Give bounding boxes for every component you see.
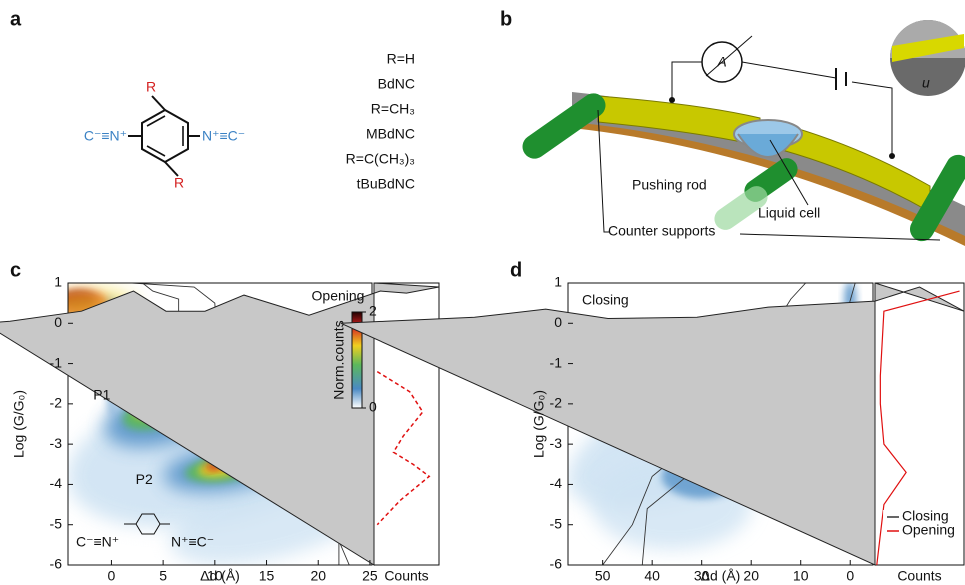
pointer bbox=[769, 139, 809, 206]
variant-list: R=H BdNC R=CH₃ MBdNC R=C(CH₃)₃ tBuBdNC bbox=[346, 51, 415, 192]
ammeter-label: A bbox=[716, 54, 726, 70]
colorbar-tick-label: 0 bbox=[369, 399, 377, 415]
colorbar-label: Norm.counts bbox=[331, 320, 347, 399]
molecule: R R C⁻≡N⁺ N⁺≡C⁻ bbox=[84, 79, 245, 191]
y-tick-label: -2 bbox=[550, 395, 563, 411]
liquid-cell-body bbox=[737, 133, 799, 158]
legend-label: Closing bbox=[902, 508, 949, 524]
x-tick-label: 40 bbox=[644, 568, 660, 584]
y-tick-label: -6 bbox=[550, 556, 563, 572]
contact bbox=[889, 153, 895, 159]
isocyanide-group: N⁺≡C⁻ bbox=[202, 128, 245, 144]
benzene-ring bbox=[141, 108, 189, 164]
molecule-label: C⁻≡N⁺ bbox=[76, 534, 119, 550]
variant-label: R=C(CH₃)₃ bbox=[346, 151, 415, 167]
panel-label: d bbox=[510, 259, 522, 281]
variant-label: BdNC bbox=[378, 76, 415, 92]
panel-label: a bbox=[10, 8, 22, 30]
count-profile bbox=[340, 282, 965, 566]
molecule-label: N⁺≡C⁻ bbox=[171, 534, 214, 550]
wire bbox=[851, 81, 893, 155]
y-tick-label: 0 bbox=[54, 314, 62, 330]
bond bbox=[146, 145, 166, 157]
variant-label: MBdNC bbox=[366, 126, 415, 142]
bond bbox=[164, 161, 179, 177]
x-tick-label: 30 bbox=[694, 568, 710, 584]
panel-label: c bbox=[10, 259, 21, 281]
legend-label: Opening bbox=[902, 522, 955, 538]
colorbar bbox=[351, 311, 363, 409]
variant-label: R=CH₃ bbox=[371, 101, 415, 117]
pointer bbox=[739, 233, 941, 241]
callout: Liquid cell bbox=[758, 205, 820, 221]
x-tick-label: 20 bbox=[743, 568, 759, 584]
bond bbox=[146, 115, 166, 127]
callout: Counter supports bbox=[608, 223, 715, 239]
y-tick-label: -4 bbox=[550, 475, 563, 491]
legend-box bbox=[883, 510, 960, 540]
ammeter-arrow bbox=[705, 35, 753, 77]
gaussian-fit bbox=[376, 370, 431, 526]
x-tick-label: 25 bbox=[362, 568, 378, 584]
annotation: Closing bbox=[582, 292, 629, 308]
y-tick-label: -3 bbox=[550, 435, 563, 451]
x-tick-label: 0 bbox=[846, 568, 854, 584]
side-axis-label: Counts bbox=[384, 568, 428, 584]
y-tick-label: -1 bbox=[550, 354, 563, 370]
wire bbox=[671, 61, 702, 100]
y-tick-label: -4 bbox=[50, 475, 63, 491]
y-tick-label: -5 bbox=[50, 515, 63, 531]
support-rod bbox=[522, 93, 606, 159]
side-axis-label: Counts bbox=[897, 568, 941, 584]
y-tick-label: -5 bbox=[550, 515, 563, 531]
x-tick-label: 5 bbox=[159, 568, 167, 584]
substituent: R bbox=[174, 175, 184, 191]
variant-label: R=H bbox=[387, 51, 415, 67]
x-tick-label: 15 bbox=[259, 568, 275, 584]
y-axis-label: Log (G/G₀) bbox=[11, 390, 27, 458]
opening-profile bbox=[876, 290, 960, 566]
y-tick-label: -6 bbox=[50, 556, 63, 572]
callout: Pushing rod bbox=[632, 177, 707, 193]
mcbj-setup: A u Pushing rod Liquid cell Counter supp… bbox=[522, 20, 965, 246]
bond bbox=[151, 95, 166, 111]
x-tick-label: 10 bbox=[793, 568, 809, 584]
pointer bbox=[597, 109, 610, 233]
isocyanide-group: C⁻≡N⁺ bbox=[84, 128, 127, 144]
variant-label: tBuBdNC bbox=[357, 176, 415, 192]
pushing-rod-shadow bbox=[714, 186, 768, 230]
substituent: R bbox=[146, 79, 156, 95]
x-axis-label: Δd (Å) bbox=[701, 568, 741, 584]
panel-label: b bbox=[500, 8, 512, 30]
colorbar-title: Opening bbox=[312, 288, 365, 304]
inset-gold bbox=[892, 34, 964, 62]
count-profile bbox=[0, 282, 440, 566]
y-axis-label: Log (G/G₀) bbox=[531, 390, 547, 458]
y-tick-label: 0 bbox=[554, 314, 562, 330]
x-tick-label: 10 bbox=[207, 568, 223, 584]
contact bbox=[669, 97, 675, 103]
y-tick-label: -2 bbox=[50, 395, 63, 411]
x-tick-label: 50 bbox=[595, 568, 611, 584]
x-tick-label: 0 bbox=[108, 568, 116, 584]
annotation: P1 bbox=[93, 387, 110, 403]
support-rod bbox=[910, 154, 965, 242]
x-axis-label: Δd (Å) bbox=[200, 568, 240, 584]
y-tick-label: -1 bbox=[50, 354, 63, 370]
y-tick-label: 1 bbox=[54, 274, 62, 290]
gap-label: u bbox=[922, 75, 930, 91]
y-tick-label: -3 bbox=[50, 435, 63, 451]
y-tick-label: 1 bbox=[554, 274, 562, 290]
wire bbox=[741, 61, 837, 79]
annotation: P2 bbox=[136, 471, 153, 487]
x-tick-label: 20 bbox=[310, 568, 326, 584]
colorbar-tick-label: 2 bbox=[369, 303, 377, 319]
